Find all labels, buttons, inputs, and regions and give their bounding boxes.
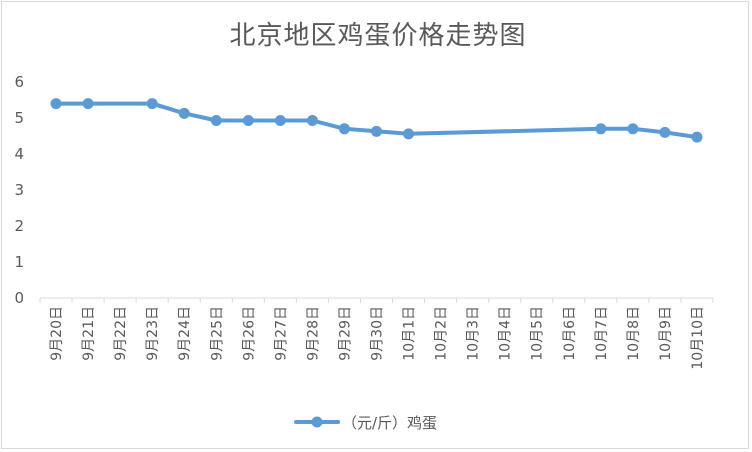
data-point	[691, 131, 703, 143]
x-tick-label: 10月8日	[626, 306, 642, 361]
legend-marker	[311, 416, 323, 428]
y-tick-label: 5	[14, 109, 24, 127]
data-point	[146, 98, 158, 110]
x-tick-label: 9月30日	[370, 306, 386, 361]
x-tick-label: 9月27日	[273, 306, 289, 361]
y-tick-label: 2	[14, 217, 24, 235]
data-point	[595, 123, 607, 135]
x-tick-label: 9月28日	[305, 306, 321, 361]
data-point	[627, 123, 639, 135]
x-tick-label: 9月23日	[145, 306, 161, 361]
data-point	[242, 115, 254, 127]
data-point	[82, 98, 94, 110]
chart-title: 北京地区鸡蛋价格走势图	[229, 21, 526, 51]
x-tick-label: 9月24日	[177, 306, 193, 361]
data-point	[274, 115, 286, 127]
x-tick-label: 9月29日	[337, 306, 353, 361]
y-tick-label: 6	[14, 73, 24, 91]
y-tick-label: 4	[14, 145, 24, 163]
x-tick-label: 9月26日	[241, 306, 257, 361]
data-point	[338, 123, 350, 135]
x-tick-label: 9月25日	[209, 306, 225, 361]
data-point	[178, 107, 190, 119]
x-tick-label: 9月22日	[113, 306, 129, 361]
series-layer	[50, 98, 703, 143]
x-tick-label: 9月20日	[49, 306, 65, 361]
legend-label: （元/斤）鸡蛋	[342, 414, 437, 432]
y-tick-label: 0	[14, 289, 24, 307]
x-tick-label: 10月9日	[658, 306, 674, 361]
x-tick-label: 10月10日	[690, 306, 706, 370]
data-point	[403, 128, 415, 140]
x-tick-label: 10月4日	[498, 306, 514, 361]
y-tick-label: 1	[14, 253, 24, 271]
data-point	[50, 98, 62, 110]
x-tick-label: 10月6日	[562, 306, 578, 361]
data-point	[210, 115, 222, 127]
data-point	[371, 125, 382, 137]
y-tick-label: 3	[14, 181, 24, 199]
data-point	[306, 115, 318, 127]
x-tick-label: 10月2日	[434, 306, 450, 361]
x-axis: 9月20日 9月21日 9月22日 9月23日 9月24日 9月25日 9月26日 9月27日…	[39, 297, 714, 370]
x-tick-label: 10月1日	[402, 306, 418, 361]
x-tick-label: 10月3日	[466, 306, 482, 361]
x-tick-label: 10月7日	[594, 306, 610, 361]
legend: （元/斤）鸡蛋	[294, 414, 437, 432]
x-tick-label: 10月5日	[530, 306, 546, 361]
y-axis: 0 1 2 3 4 5 6	[14, 73, 24, 307]
data-point	[659, 126, 671, 138]
x-tick-label: 9月21日	[81, 306, 97, 361]
